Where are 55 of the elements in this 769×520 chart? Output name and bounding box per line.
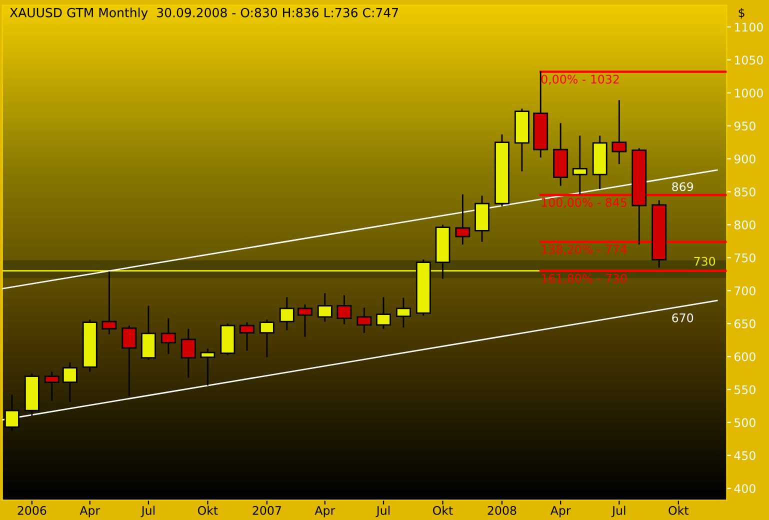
candlestick	[279, 297, 294, 330]
x-tick-label: Apr	[550, 506, 571, 518]
candlestick	[336, 295, 352, 324]
candlestick	[44, 372, 60, 401]
candlestick	[396, 298, 411, 328]
candlestick	[612, 100, 627, 164]
annotation: 869	[672, 182, 694, 192]
candlestick	[180, 328, 196, 378]
y-tick-label: 1100	[734, 22, 763, 32]
chart-title: XAUUSD GTM Monthly 30.09.2008 - O:830 H:836 L:736 C:747	[10, 8, 398, 20]
y-tick-label: 450	[734, 451, 756, 460]
candlestick	[62, 362, 78, 402]
annotation: 138,20% - 774	[542, 244, 627, 255]
x-tick-label: Okt	[668, 506, 689, 515]
y-tick-label: 500	[734, 418, 756, 428]
candlestick	[572, 136, 588, 194]
y-axis-title: $	[738, 8, 744, 19]
candlestick	[4, 394, 20, 432]
x-tick-label: Jul	[611, 506, 626, 518]
x-tick-label: 2008	[488, 506, 516, 515]
candlestick	[455, 194, 470, 245]
y-tick-label: 800	[734, 220, 756, 230]
x-tick-label: Apr	[80, 506, 100, 518]
y-tick-label: 550	[734, 385, 756, 394]
x-tick-label: Jul	[140, 506, 154, 518]
y-tick-label: 700	[734, 286, 756, 296]
y-tick-label: 750	[734, 253, 756, 262]
candlestick	[122, 326, 137, 396]
candlestick	[240, 322, 254, 351]
y-tick-label: 1000	[734, 88, 763, 98]
x-tick-label: Apr	[314, 506, 336, 518]
x-tick-label: 2007	[252, 506, 281, 515]
y-tick-label: 400	[734, 484, 756, 494]
candlestick	[317, 293, 332, 322]
candlestick	[356, 308, 372, 333]
candlestick	[260, 320, 274, 358]
annotation: 100,00% - 845	[542, 198, 626, 208]
y-tick-label: 650	[734, 319, 756, 328]
annotation: 161,80% - 730	[542, 274, 627, 284]
candlestick	[160, 318, 176, 354]
y-tick-label: 850	[734, 187, 756, 196]
candlestick	[297, 304, 312, 337]
candlestick	[200, 348, 216, 386]
ref-line-label: 730	[694, 256, 716, 266]
candlestick	[376, 297, 391, 329]
y-tick-label: 900	[734, 154, 756, 164]
y-tick-label: 1050	[734, 56, 763, 65]
y-tick-label: 600	[734, 352, 756, 362]
candlestick	[102, 271, 117, 334]
x-tick-label: Jul	[376, 506, 390, 518]
y-tick-label: 950	[734, 122, 756, 130]
x-tick-label: Okt	[198, 506, 218, 515]
annotation: 670	[672, 313, 694, 322]
x-tick-label: Okt	[433, 506, 453, 515]
x-tick-label: 2006	[18, 506, 46, 515]
